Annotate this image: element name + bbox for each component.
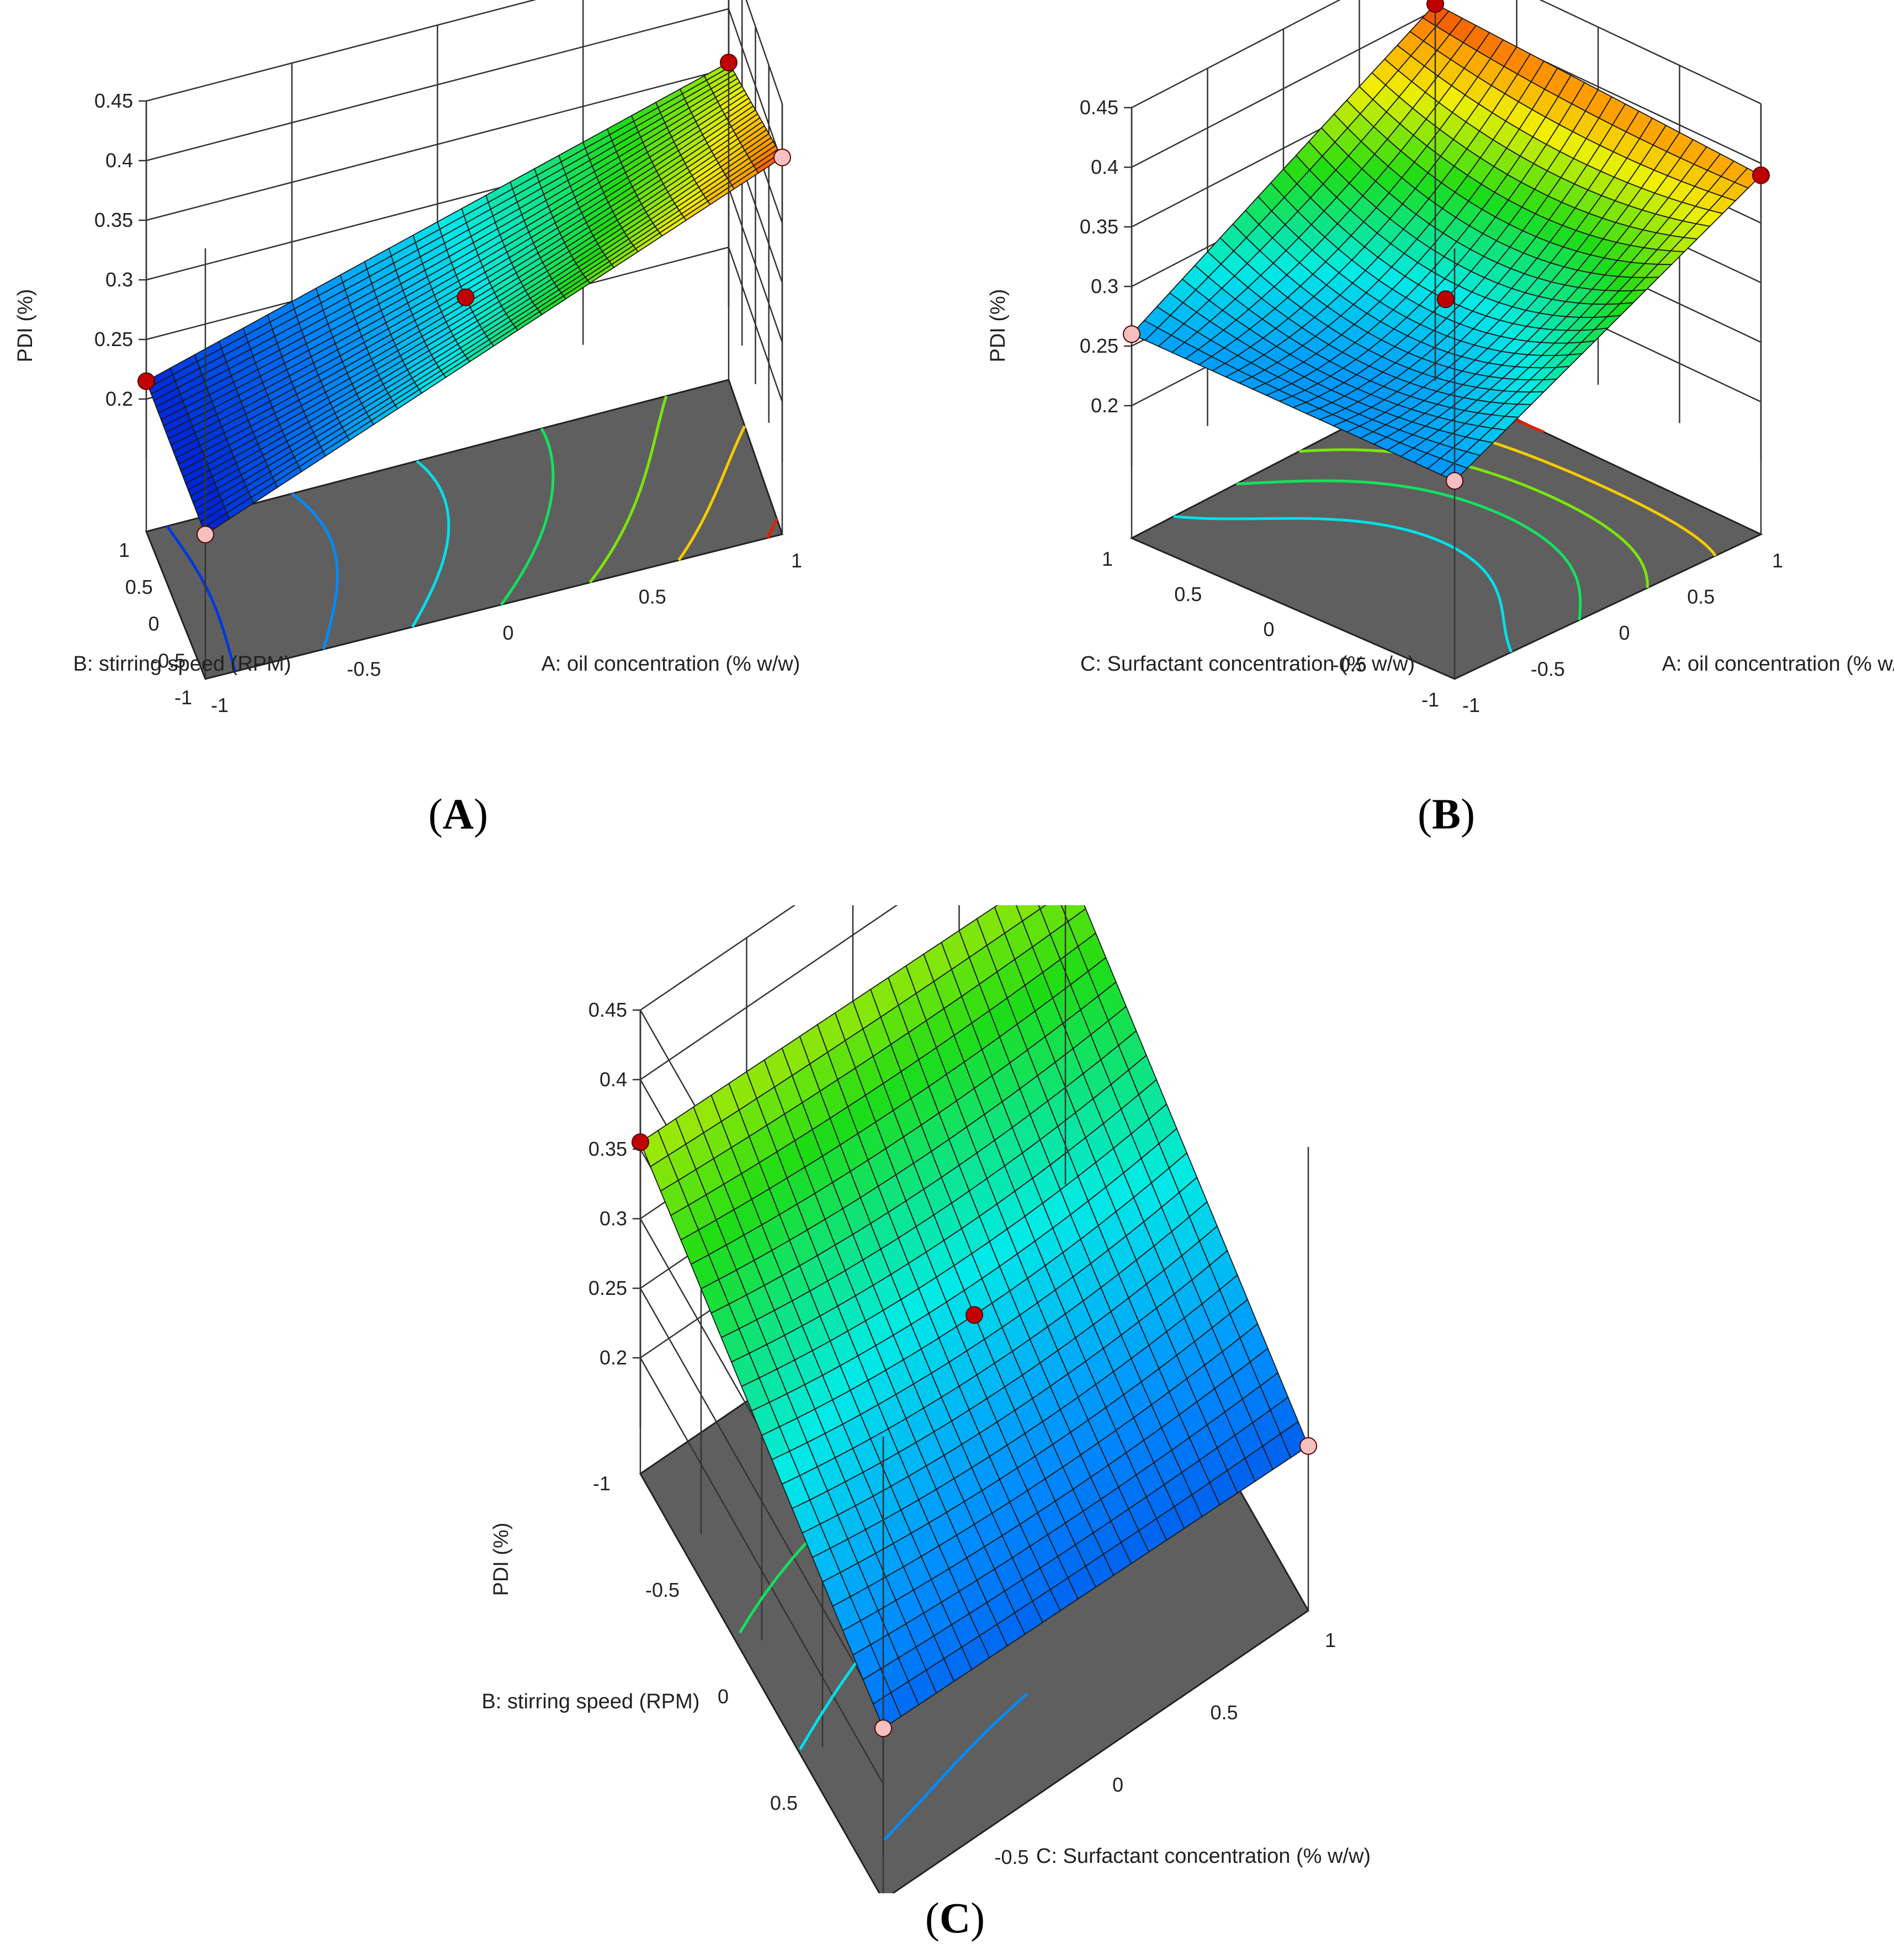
design-point — [773, 148, 791, 167]
z-tick-label: 0.25 — [588, 1277, 627, 1299]
x-tick-label: -0.5 — [347, 658, 381, 681]
z-tick-label: 0.2 — [599, 1346, 627, 1369]
y-tick-label: -1 — [593, 1472, 611, 1495]
x-axis: -1 -0.5 0 0.5 1 — [1462, 549, 1783, 716]
design-point — [632, 1133, 649, 1151]
z-tick-label: 0.4 — [1091, 156, 1118, 178]
design-point — [1299, 1437, 1317, 1455]
x-tick-label: -0.5 — [994, 1846, 1028, 1868]
design-point — [1436, 290, 1455, 309]
panel-label-b: (B) — [1418, 790, 1475, 838]
design-point — [457, 288, 475, 306]
floor-contours — [166, 395, 778, 672]
z-tick-label: 0.45 — [588, 998, 627, 1021]
design-point — [874, 1719, 892, 1738]
design-point — [197, 525, 214, 544]
z-tick-label: 0.35 — [588, 1138, 627, 1160]
panel-b: 0.2 0.25 0.3 0.35 0.4 0.45 -1 -0.5 0 0.5 1 -1 -0.5 0 0… — [972, 0, 1894, 861]
y-axis: -1-0.500.51 — [593, 1472, 798, 1814]
x-tick-label: 1 — [1325, 1629, 1336, 1651]
design-point — [1752, 166, 1770, 184]
response-surface — [639, 905, 1309, 1729]
response-surface — [1131, 3, 1762, 482]
design-point — [965, 1306, 983, 1324]
y-tick-label: 0.5 — [770, 1792, 798, 1814]
surface-plot-c: 0.20.250.30.350.40.45-1-0.500.51-1-0.500… — [482, 905, 1371, 1893]
panel-label-c: (C) — [925, 1894, 985, 1942]
panel-a: 0.2 0.25 0.3 0.35 0.4 0.45 -1 -0.5 0 0.5 1 -1 -0.5 0 0… — [0, 0, 947, 861]
y-tick-label: 0 — [1263, 618, 1274, 641]
y-tick-label: -0.5 — [1333, 653, 1367, 676]
y-tick-label: 0.5 — [125, 576, 153, 598]
x-tick-label: 0.5 — [639, 586, 666, 608]
y-axis: -1 -0.5 0 0.5 1 — [119, 539, 192, 709]
y-tick-label: -1 — [1421, 688, 1439, 711]
y-axis-title: B: stirring speed (RPM) — [73, 652, 291, 676]
x-tick-label: 0 — [1112, 1773, 1123, 1796]
design-point — [720, 54, 738, 72]
design-point — [1426, 0, 1444, 13]
y-axis-title: B: stirring speed (RPM) — [482, 1690, 700, 1713]
x-tick-label: 1 — [1772, 549, 1783, 572]
y-axis: -1 -0.5 0 0.5 1 — [1102, 548, 1439, 711]
x-tick-label: 0 — [502, 622, 513, 644]
z-tick-label: 0.3 — [1091, 275, 1118, 298]
z-tick-label: 0.4 — [599, 1068, 627, 1091]
x-tick-label: -0.5 — [1531, 658, 1565, 681]
y-tick-label: 0.5 — [1174, 583, 1202, 605]
z-axis: 0.2 0.25 0.3 0.35 0.4 0.45 — [1080, 96, 1132, 417]
z-tick-label: 0.25 — [1080, 334, 1118, 357]
z-axis: 0.2 0.25 0.3 0.35 0.4 0.45 — [94, 89, 146, 410]
z-axis-title: PDI (%) — [14, 289, 37, 363]
panel-c: 0.20.250.30.350.40.45-1-0.500.51-1-0.500… — [442, 905, 1457, 1960]
design-point — [1123, 325, 1140, 343]
z-tick-label: 0.2 — [1091, 394, 1118, 417]
z-tick-label: 0.3 — [105, 268, 133, 291]
x-tick-label: 0.5 — [1687, 586, 1715, 608]
x-tick-label: -1 — [1462, 694, 1480, 716]
y-tick-label: 1 — [119, 539, 130, 561]
panel-label-a: (A) — [428, 790, 489, 838]
x-axis-title: A: oil concentration (% w/w) — [1662, 652, 1894, 676]
surface-plot-b: 0.2 0.25 0.3 0.35 0.4 0.45 -1 -0.5 0 0.5 1 -1 -0.5 0 0… — [986, 0, 1894, 716]
z-tick-label: 0.4 — [105, 149, 133, 172]
y-tick-label: 0 — [718, 1685, 729, 1708]
x-tick-label: -1 — [211, 694, 229, 716]
z-axis-title: PDI (%) — [490, 1523, 513, 1596]
x-axis-title: A: oil concentration (% w/w) — [542, 652, 800, 676]
design-point — [1446, 472, 1463, 490]
z-tick-label: 0.2 — [105, 387, 133, 410]
x-axis: -1 -0.5 0 0.5 1 — [211, 549, 802, 716]
z-tick-label: 0.45 — [94, 89, 133, 112]
z-tick-label: 0.3 — [599, 1207, 627, 1230]
y-tick-label: -0.5 — [645, 1579, 680, 1601]
y-tick-label: -1 — [174, 686, 192, 709]
z-axis-title: PDI (%) — [986, 289, 1010, 363]
x-tick-label: 1 — [791, 549, 802, 572]
z-tick-label: 0.45 — [1080, 96, 1118, 119]
z-tick-label: 0.35 — [94, 209, 133, 231]
design-point — [137, 372, 155, 390]
x-axis: -1-0.500.51 — [994, 1629, 1336, 1868]
y-axis-title: C: Surfactant concentration (% w/w) — [1080, 652, 1415, 676]
response-surface — [145, 61, 783, 535]
y-tick-label: -0.5 — [151, 649, 185, 672]
y-tick-label: 0 — [148, 613, 159, 635]
y-tick-label: 1 — [1102, 548, 1113, 570]
x-axis-title: C: Surfactant concentration (% w/w) — [1036, 1845, 1371, 1868]
x-tick-label: 0.5 — [1210, 1701, 1238, 1724]
z-axis: 0.2 0.25 0.3 0.35 0.4 0.45 — [588, 998, 640, 1369]
x-tick-label: 0 — [1619, 622, 1630, 644]
z-tick-label: 0.25 — [94, 328, 133, 350]
z-tick-label: 0.35 — [1080, 215, 1118, 238]
surface-plot-a: 0.2 0.25 0.3 0.35 0.4 0.45 -1 -0.5 0 0.5 1 -1 -0.5 0 0… — [14, 0, 802, 716]
